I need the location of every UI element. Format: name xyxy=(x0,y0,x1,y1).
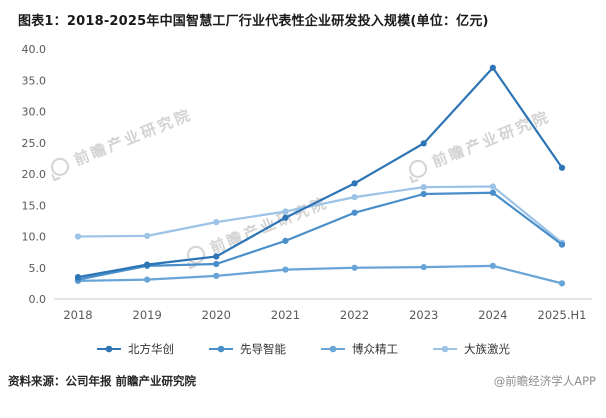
data-point xyxy=(420,264,427,271)
data-point xyxy=(489,189,496,196)
data-point xyxy=(489,64,496,71)
legend-item: 先导智能 xyxy=(208,341,286,357)
data-point xyxy=(282,237,289,244)
data-point xyxy=(351,209,358,216)
x-tick-label: 2023 xyxy=(409,308,438,322)
data-point xyxy=(351,180,358,187)
data-point xyxy=(282,208,289,215)
data-point xyxy=(213,260,220,268)
series-line xyxy=(76,66,564,279)
data-point xyxy=(558,241,566,248)
data-point xyxy=(489,262,496,269)
x-tick-label: 2018 xyxy=(63,308,92,322)
y-tick-label: 25.0 xyxy=(22,137,47,150)
y-tick-label: 40.0 xyxy=(22,43,47,56)
chart-legend: 北方华创 先导智能 博众精工 大族激光 xyxy=(0,341,606,357)
legend-item: 北方华创 xyxy=(96,341,174,357)
data-point xyxy=(282,214,289,221)
y-tick-label: 35.0 xyxy=(22,74,47,87)
chart-footer: 资料来源：公司年报 前瞻产业研究院 @前瞻经济学人APP xyxy=(0,373,606,389)
data-point xyxy=(74,274,82,281)
credit-note: @前瞻经济学人APP xyxy=(493,374,596,388)
data-point xyxy=(144,261,151,268)
y-tick-label: 15.0 xyxy=(22,199,47,212)
legend-marker-icon xyxy=(321,345,345,353)
data-point xyxy=(420,190,427,198)
data-point xyxy=(74,233,82,240)
legend-marker-icon xyxy=(97,345,121,353)
series-line xyxy=(76,185,564,244)
data-point xyxy=(351,194,358,201)
y-tick-label: 0.0 xyxy=(29,293,47,306)
legend-label: 先导智能 xyxy=(240,342,286,356)
legend-item: 大族激光 xyxy=(432,341,510,357)
line-chart: 0.0 5.0 10.0 15.0 20.0 25.0 30.0 35.0 40.0 2018 20… xyxy=(22,43,592,322)
x-tick-label: 2021 xyxy=(271,308,300,322)
x-tick-label: 2020 xyxy=(202,308,231,322)
source-note: 资料来源：公司年报 前瞻产业研究院 xyxy=(8,374,197,388)
legend-marker-icon xyxy=(433,345,457,353)
data-point xyxy=(282,266,289,273)
y-tick-label: 30.0 xyxy=(22,106,47,119)
legend-label: 大族激光 xyxy=(464,342,510,356)
data-point xyxy=(489,183,496,190)
plot-area: 前瞻产业研究院 前瞻产业研究院 前瞻产业研究院 0.0 5.0 10.0 15.0 20… xyxy=(0,31,606,331)
series-line xyxy=(76,191,564,281)
x-tick-label: 2024 xyxy=(478,308,507,322)
data-point xyxy=(351,264,358,271)
y-tick-label: 20.0 xyxy=(22,168,47,181)
x-tick-label: 2019 xyxy=(133,308,162,322)
data-point xyxy=(213,272,220,279)
legend-item: 博众精工 xyxy=(320,341,398,357)
data-point xyxy=(420,184,427,191)
data-point xyxy=(213,219,220,226)
data-point xyxy=(144,276,151,283)
x-tick-label: 2022 xyxy=(340,308,369,322)
legend-marker-icon xyxy=(209,345,233,353)
series-line xyxy=(76,264,564,285)
x-tick-label: 2025.H1 xyxy=(538,308,587,322)
legend-label: 博众精工 xyxy=(352,342,398,356)
data-point xyxy=(144,232,151,239)
y-tick-label: 10.0 xyxy=(22,231,47,244)
data-point xyxy=(213,253,220,260)
legend-label: 北方华创 xyxy=(128,342,174,356)
data-point xyxy=(420,140,427,147)
y-tick-label: 5.0 xyxy=(29,262,47,275)
data-point xyxy=(558,280,566,287)
chart-title: 图表1：2018-2025年中国智慧工厂行业代表性企业研发投入规模(单位：亿元) xyxy=(18,14,489,29)
data-point xyxy=(558,164,566,171)
